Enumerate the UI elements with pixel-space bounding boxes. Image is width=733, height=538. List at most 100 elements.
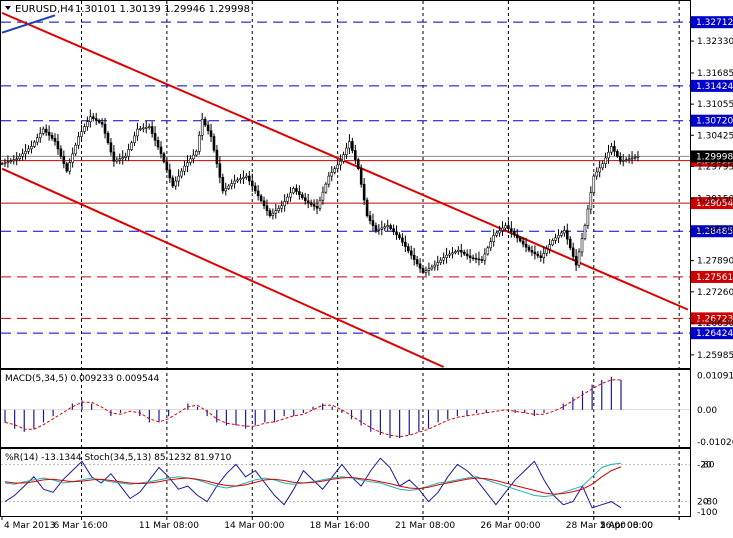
candle-body — [236, 179, 239, 182]
candle-body — [89, 116, 92, 122]
candle-body — [15, 158, 19, 161]
candle-body — [445, 254, 448, 258]
candle-body — [0, 163, 4, 166]
williams-r-line — [4, 457, 622, 509]
candle-body — [106, 133, 110, 144]
candle-body — [477, 258, 481, 261]
stoch-k-line — [4, 462, 622, 498]
price-tick-label: 1.27890 — [697, 257, 733, 267]
candle-body — [218, 163, 222, 178]
candle-body — [94, 118, 98, 121]
candle-body — [574, 256, 578, 266]
candle-body — [171, 177, 175, 187]
price-tick-label: 1.25985 — [697, 351, 733, 361]
price-tick-label: 1.28520 — [697, 226, 733, 236]
candle-body — [189, 158, 192, 163]
candle-body — [371, 220, 375, 226]
candle-body — [418, 263, 422, 269]
candle-body — [398, 234, 401, 239]
candle-body — [147, 126, 151, 128]
candle-body — [604, 157, 607, 165]
candle-body — [139, 128, 142, 130]
candle-body — [518, 237, 522, 242]
candle-body — [636, 156, 640, 158]
candle-body — [68, 162, 72, 172]
candle-body — [330, 172, 334, 177]
candle-body — [442, 257, 445, 261]
candle-body — [568, 238, 572, 249]
candle-body — [38, 133, 42, 139]
level-tag-label: 1.32712 — [696, 18, 733, 28]
candle-body — [180, 170, 183, 177]
candle-body — [197, 134, 201, 152]
candle-body — [124, 156, 127, 158]
candle-body — [97, 120, 101, 123]
candle-body — [230, 183, 233, 187]
candle-body — [30, 146, 33, 150]
candle-body — [389, 225, 392, 229]
candle-body — [177, 175, 180, 182]
candle-body — [289, 192, 292, 198]
candle-body — [380, 227, 384, 230]
level-tag — [691, 79, 733, 92]
level-tag — [691, 312, 733, 325]
candle-body — [265, 205, 269, 212]
candle-body — [50, 134, 54, 139]
candle-body — [277, 207, 281, 212]
candle-body — [468, 255, 472, 258]
candle-body — [242, 177, 245, 179]
candle-body — [259, 195, 263, 202]
candles — [0, 109, 640, 276]
candle-body — [401, 237, 404, 243]
candle-body — [118, 158, 122, 161]
candle-body — [386, 225, 389, 228]
candle-body — [301, 194, 304, 199]
candle-body — [100, 122, 104, 125]
candle-body — [74, 144, 77, 155]
candle-body — [374, 225, 378, 231]
candle-body — [507, 225, 510, 229]
candle-body — [109, 142, 113, 153]
candle-body — [524, 243, 528, 248]
candle-body — [630, 157, 634, 160]
candle-body — [533, 251, 537, 255]
candle-body — [62, 156, 66, 165]
candle-body — [483, 253, 487, 261]
candle-body — [200, 118, 204, 136]
candle-body — [321, 191, 325, 201]
candle-body — [186, 162, 189, 167]
candle-body — [339, 160, 342, 166]
candle-body — [592, 175, 596, 193]
candle-body — [262, 200, 266, 207]
macd-panel-border — [0, 369, 691, 448]
candle-body — [256, 190, 260, 197]
candle-body — [415, 259, 419, 265]
candle-body — [586, 208, 590, 226]
candle-body — [3, 162, 7, 165]
candle-body — [136, 128, 139, 137]
candle-body — [333, 168, 336, 173]
candle-body — [27, 148, 30, 152]
stoch-label: %R(14) -13.1344 Stoch(34,5,13) 85.1232 8… — [5, 453, 232, 463]
collapse-triangle-icon[interactable] — [5, 6, 11, 10]
candle-body — [174, 180, 178, 187]
candle-body — [283, 201, 286, 207]
candle-body — [557, 235, 560, 239]
candle-body — [348, 141, 351, 149]
level-tag — [691, 327, 733, 340]
candle-body — [530, 249, 534, 253]
candle-body — [315, 206, 319, 209]
price-tick-label: 1.29150 — [697, 194, 733, 204]
candle-body — [539, 255, 543, 258]
candle-body — [613, 146, 616, 152]
candle-body — [521, 240, 525, 245]
candle-body — [77, 136, 80, 146]
candle-body — [127, 149, 130, 157]
candle-body — [80, 131, 83, 137]
candle-body — [41, 128, 45, 134]
candle-body — [312, 204, 316, 207]
candle-body — [451, 252, 454, 255]
candle-body — [536, 253, 540, 257]
candle-body — [121, 157, 125, 160]
candle-body — [492, 235, 495, 242]
